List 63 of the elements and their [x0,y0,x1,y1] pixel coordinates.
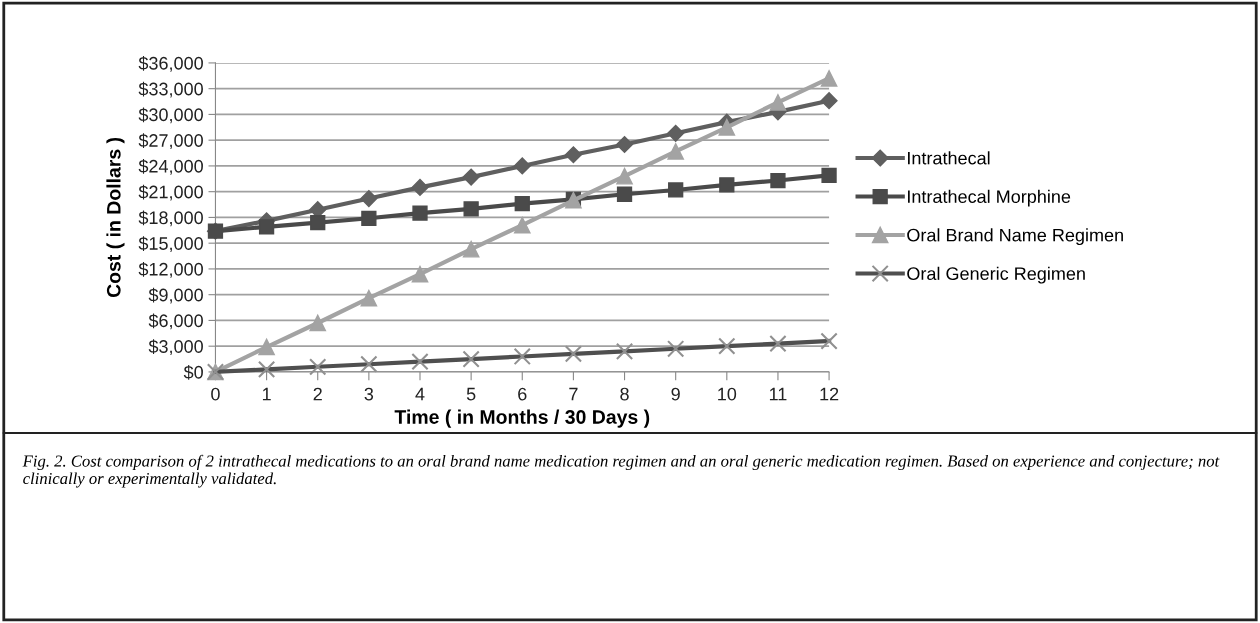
point [513,216,531,234]
caption: Fig. 2. Cost comparison of 2 intrathecal medications to an oral brand name medication regimen and an oral generic medication regimen. Based on experience and conjecture; not clinically or experimentally validated. [22,454,1220,488]
point [667,124,685,142]
x-tick-label: 6 [518,387,527,401]
point [258,219,275,235]
x-tick-label: 0 [211,387,220,401]
y-tick-label: $0 [183,365,203,380]
y-tick-label: $24,000 [138,159,203,175]
y-tick-label: $6,000 [148,313,203,330]
x-tick-label: 10 [718,387,737,401]
point [820,92,838,110]
y-tick-label: $27,000 [138,133,203,150]
x-tick-label: 2 [313,387,322,401]
point [309,314,327,332]
point [463,201,479,217]
point [668,182,684,198]
point [770,172,786,189]
x-tick-label: 9 [671,387,680,401]
x-tick-label: 1 [262,387,271,401]
x-tick-label: 11 [769,387,787,401]
y-tick-label: $18,000 [138,210,203,227]
point [361,210,377,226]
y-tick-label: $12,000 [138,262,203,278]
x-axis-title: Time ( in Months / 30 Days ) [394,409,650,428]
x-tick-label: 5 [466,387,476,401]
point [411,265,429,283]
x-tick-label: 3 [364,387,374,401]
y-axis-title: Cost ( in Dollars ) [106,137,125,298]
legend-label: Oral Brand Name Regimen [907,228,1123,246]
point [310,214,326,231]
point [667,142,685,160]
y-tick-label: $21,000 [138,184,203,201]
point [258,338,275,356]
point [615,135,634,154]
y-tick-label: $15,000 [138,236,203,253]
y-tick-label: $33,000 [138,81,203,98]
point [616,186,633,202]
x-tick-label: 7 [569,387,578,401]
point [616,167,633,185]
legend-label: Oral Generic Regimen [907,266,1085,284]
point [462,240,480,258]
point [719,177,735,193]
x-tick-label: 8 [620,387,629,401]
y-tick-label: $3,000 [148,339,203,356]
point [821,167,837,184]
point [462,168,480,186]
point [360,289,378,307]
y-tick-label: $36,000 [138,56,203,72]
point [412,205,428,221]
point [718,118,736,136]
point [411,178,429,196]
y-tick-label: $30,000 [138,107,203,124]
legend-label: Intrathecal Morphine [908,189,1071,207]
point [513,157,531,175]
point [360,189,378,208]
point [820,70,838,87]
x-tick-label: 4 [415,387,425,401]
point [514,196,530,212]
legend-label: Intrathecal [908,151,990,165]
point [564,146,582,164]
point [769,94,787,111]
x-tick-label: 12 [820,387,839,401]
y-tick-label: $9,000 [148,287,203,304]
